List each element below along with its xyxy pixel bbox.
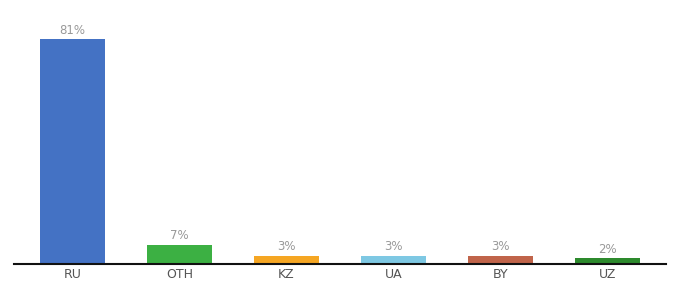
Bar: [254, 256, 319, 264]
Text: 3%: 3%: [384, 241, 403, 254]
Text: 7%: 7%: [170, 230, 189, 242]
Bar: [40, 40, 105, 264]
Text: 3%: 3%: [491, 241, 510, 254]
Bar: [148, 244, 211, 264]
Bar: [469, 256, 532, 264]
Bar: [361, 256, 426, 264]
Bar: [575, 259, 640, 264]
Text: 2%: 2%: [598, 243, 617, 256]
Text: 81%: 81%: [59, 24, 86, 37]
Text: 3%: 3%: [277, 241, 296, 254]
